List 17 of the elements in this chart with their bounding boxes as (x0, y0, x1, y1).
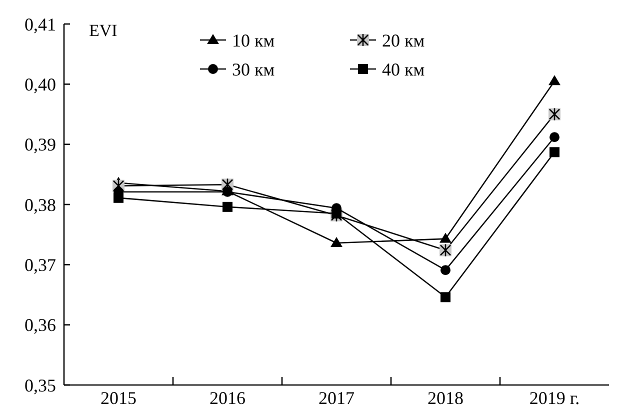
y-axis-title: EVI (89, 20, 118, 40)
y-tick-label: 0,37 (24, 254, 56, 275)
x-tick-label: 2018 (428, 388, 464, 408)
x-tick-label: 2015 (100, 388, 136, 408)
y-tick-label: 0,35 (24, 375, 56, 396)
x-tick-label: 2019 г. (529, 388, 580, 408)
y-tick-label: 0,39 (24, 134, 56, 155)
legend-label: 10 км (232, 30, 275, 50)
y-tick-label: 0,40 (24, 74, 56, 94)
y-tick-label: 0,38 (24, 194, 56, 215)
legend-label: 20 км (382, 30, 425, 50)
y-tick-label: 0,36 (24, 315, 56, 336)
x-tick-label: 2017 (318, 388, 354, 408)
legend-label: 30 км (232, 59, 275, 80)
x-tick-label: 2016 (210, 388, 246, 408)
y-tick-label: 0,41 (24, 14, 56, 34)
legend-label: 40 км (382, 59, 425, 80)
